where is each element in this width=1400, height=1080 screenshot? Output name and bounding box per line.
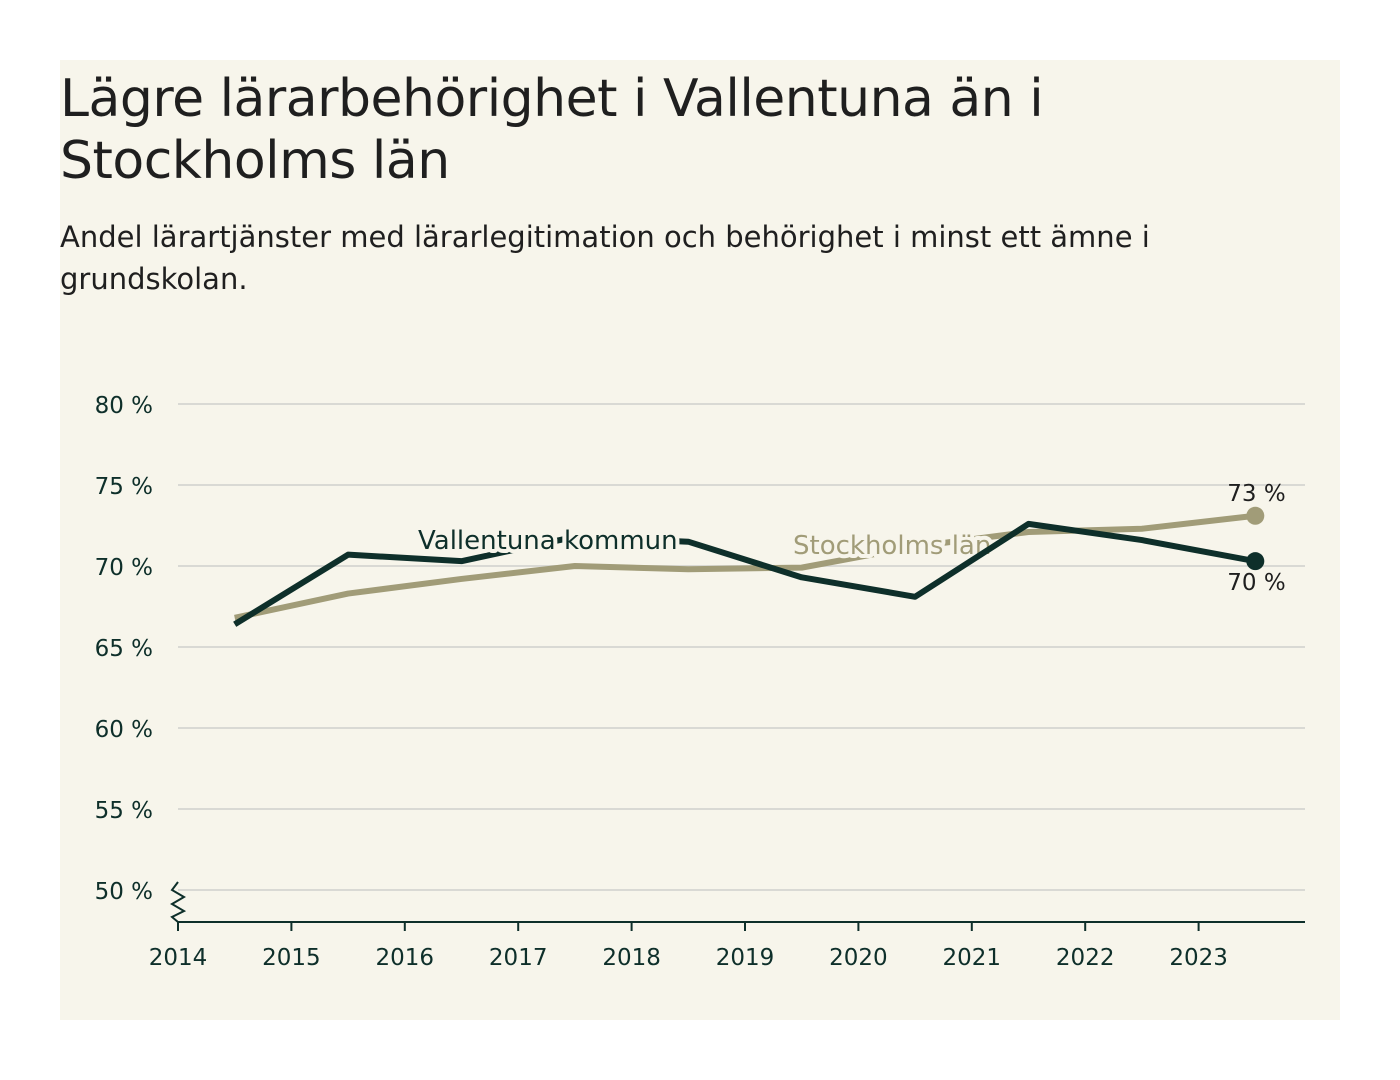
x-tick-label: 2018 — [602, 945, 661, 971]
chart-subtitle: Andel lärartjänster med lärarlegitimatio… — [60, 220, 1150, 296]
axis-break-icon — [170, 881, 187, 923]
end-label-stockholm: 73 % — [1227, 481, 1285, 507]
line-chart: 50 % 55 % 60 % 65 % 70 % 75 % 80 % 2014 2015 2016… — [95, 393, 1305, 971]
x-tick-label: 2019 — [716, 945, 775, 971]
y-tick-label: 70 % — [95, 555, 153, 581]
x-tick-label: 2020 — [829, 945, 888, 971]
y-tick-label: 80 % — [95, 393, 153, 419]
end-marker-vallentuna — [1246, 552, 1265, 571]
x-tick-label: 2015 — [262, 945, 321, 971]
y-tick-label: 55 % — [95, 798, 153, 824]
end-label-vallentuna: 70 % — [1227, 570, 1285, 596]
x-tick-label: 2022 — [1056, 945, 1115, 971]
series-line-vallentuna — [233, 520, 1256, 627]
chart-panel: Lägre lärarbehörighet i Vallentuna än i … — [60, 60, 1340, 1020]
x-tick-label: 2021 — [943, 945, 1002, 971]
chart-title: Lägre lärarbehörighet i Vallentuna än i … — [60, 69, 1044, 191]
y-tick-label: 50 % — [95, 879, 153, 905]
y-tick-label: 75 % — [95, 474, 153, 500]
y-tick-label: 60 % — [95, 717, 153, 743]
x-tick-label: 2017 — [489, 945, 548, 971]
series-label-stockholm: Stockholms län — [793, 531, 991, 561]
series-label-vallentuna: Vallentuna kommun — [418, 526, 678, 556]
x-tick-label: 2023 — [1169, 945, 1228, 971]
y-tick-label: 65 % — [95, 636, 153, 662]
end-marker-stockholm — [1246, 506, 1265, 525]
x-tick-label: 2016 — [376, 945, 435, 971]
x-tick-label: 2014 — [149, 945, 208, 971]
